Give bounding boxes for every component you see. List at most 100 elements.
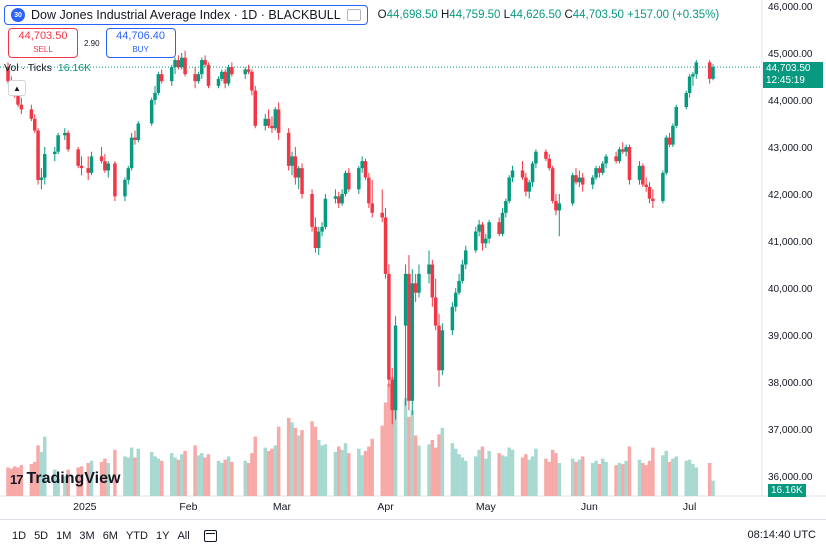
range-6m[interactable]: 6M	[102, 529, 118, 542]
candle-body	[333, 196, 338, 199]
candle-body	[193, 74, 197, 82]
candle-body	[547, 158, 552, 169]
range-all[interactable]: All	[177, 529, 190, 542]
utc-clock[interactable]: 08:14:40 UTC	[747, 529, 816, 541]
calendar-icon[interactable]	[203, 529, 217, 542]
candle-body	[687, 76, 692, 93]
trade-panel: 44,703.50 SELL 2.90 44,706.40 BUY	[8, 28, 176, 58]
volume-bar	[450, 443, 455, 496]
symbol-title[interactable]: Dow Jones Industrial Average Index · 1D …	[31, 8, 341, 22]
flag-icon[interactable]	[346, 9, 361, 21]
volume-bar	[169, 453, 174, 496]
candle-body	[437, 325, 441, 371]
volume-bar	[16, 467, 20, 496]
logo-mark: 17	[10, 471, 24, 487]
volume-bar	[667, 461, 672, 496]
volume-bar	[367, 446, 371, 496]
volume-bar	[136, 448, 141, 496]
candle-body	[641, 165, 645, 185]
candle-body	[574, 175, 578, 183]
range-5d[interactable]: 5D	[34, 529, 49, 542]
candle-body	[313, 226, 318, 249]
price-chart[interactable]: 46,000.00 45,000.00 44,000.00 43,000.00 42,0…	[0, 0, 826, 519]
volume-bar	[126, 457, 131, 496]
candle-body	[340, 194, 344, 204]
volume-bar	[316, 439, 321, 496]
volume-bar	[79, 466, 84, 496]
x-tick-label: Jul	[683, 501, 696, 513]
candle-body	[223, 71, 227, 84]
range-1d[interactable]: 1D	[12, 529, 27, 542]
candle-body	[450, 306, 455, 331]
volume-bar	[407, 416, 411, 496]
volume-bar	[193, 445, 197, 496]
candle-body	[246, 69, 251, 72]
candle-body	[554, 201, 558, 211]
volume-value: 16.16K	[57, 62, 92, 74]
candle-body	[417, 273, 421, 293]
range-ytd[interactable]: YTD	[125, 529, 148, 542]
x-tick-label: Jun	[581, 501, 598, 513]
chevron-up-icon[interactable]: ▲	[8, 80, 26, 96]
candle-body	[320, 226, 324, 232]
volume-bar	[417, 445, 421, 496]
candle-body	[347, 172, 351, 190]
candle-body	[226, 67, 231, 84]
candle-body	[263, 118, 268, 126]
candle-body	[266, 118, 271, 126]
volume-bar	[487, 450, 491, 496]
candle-body	[79, 165, 84, 169]
candle-body	[66, 132, 70, 150]
volume-bar	[597, 464, 602, 496]
x-tick-label: Feb	[179, 501, 197, 513]
sell-button[interactable]: 44,703.50 SELL	[8, 28, 78, 58]
candle-body	[126, 168, 131, 180]
volume-bar	[410, 410, 415, 496]
candle-body	[390, 379, 394, 411]
candle-body	[427, 264, 431, 274]
y-tick-label: 37,000.00	[768, 425, 813, 436]
tradingview-logo[interactable]: 17 TradingView	[10, 470, 120, 488]
y-tick-label: 43,000.00	[768, 143, 813, 154]
volume-bar	[173, 457, 177, 496]
y-tick-label: 41,000.00	[768, 237, 813, 248]
volume-bar	[480, 446, 485, 496]
volume-bar	[547, 461, 552, 496]
symbol-title-pill[interactable]: 30 Dow Jones Industrial Average Index · …	[4, 5, 368, 25]
buy-button[interactable]: 44,706.40 BUY	[105, 28, 176, 58]
volume-bar	[624, 460, 628, 496]
range-1y[interactable]: 1Y	[155, 529, 170, 542]
volume-bar	[149, 452, 154, 496]
candle-body	[684, 92, 689, 108]
sell-price: 44,703.50	[18, 30, 68, 42]
volume-bar	[627, 446, 632, 496]
candle-body	[133, 137, 137, 140]
range-1m[interactable]: 1M	[56, 529, 72, 542]
candle-body	[510, 170, 515, 178]
candle-body	[453, 292, 458, 307]
candle-body	[387, 273, 391, 380]
candle-body	[86, 168, 90, 173]
candle-body	[357, 168, 361, 190]
volume-bar	[293, 427, 298, 496]
candle-body	[500, 212, 505, 234]
range-3m[interactable]: 3M	[79, 529, 95, 542]
volume-bar	[664, 450, 668, 496]
volume-bar	[360, 455, 364, 496]
volume-legend[interactable]: Vol · Ticks 16.16K	[4, 62, 91, 74]
candle-body	[196, 74, 201, 82]
candle-body	[216, 78, 221, 86]
candle-body	[661, 172, 665, 202]
candle-body	[557, 203, 562, 211]
candle-body	[644, 184, 648, 187]
candle-body	[273, 109, 278, 129]
candle-body	[550, 168, 555, 202]
volume-bar	[427, 444, 431, 496]
volume-bar	[437, 434, 441, 496]
candle-body	[674, 107, 678, 126]
volume-bar	[580, 456, 585, 496]
candle-body	[32, 118, 37, 131]
volume-bar	[520, 457, 525, 496]
candle-body	[477, 224, 481, 232]
x-tick-label: Mar	[273, 501, 292, 513]
